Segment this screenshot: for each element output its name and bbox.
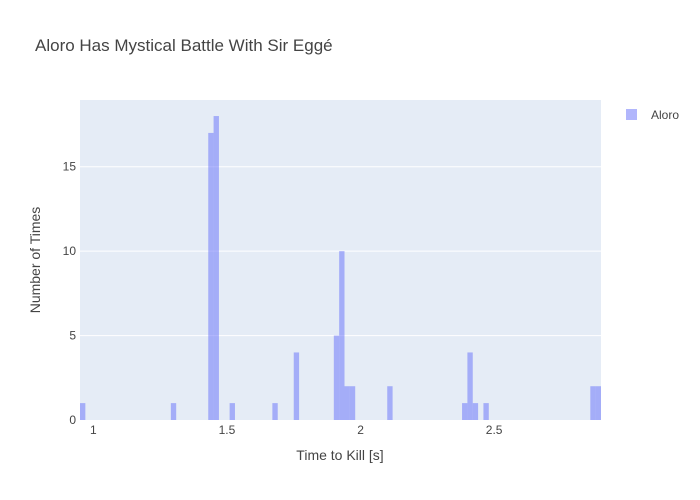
histogram-bar[interactable] [80, 403, 86, 420]
histogram-bar[interactable] [344, 386, 350, 420]
y-tick-label: 0 [69, 413, 76, 427]
histogram-bar[interactable] [462, 403, 468, 420]
histogram-bar[interactable] [595, 386, 601, 420]
histogram-bar[interactable] [483, 403, 489, 420]
histogram-bar[interactable] [293, 352, 300, 420]
x-tick-label: 2 [357, 423, 364, 437]
histogram-bar[interactable] [349, 386, 356, 420]
histogram-bar[interactable] [208, 132, 214, 420]
histogram-bar[interactable] [213, 116, 219, 421]
histogram-bar[interactable] [229, 403, 235, 420]
x-axis-ticks: 1 1.5 2 2.5 [90, 423, 503, 437]
histogram-bar[interactable] [339, 251, 345, 420]
histogram-bar[interactable] [272, 403, 278, 420]
legend[interactable]: Aloro [626, 108, 679, 122]
y-tick-label: 15 [63, 160, 77, 174]
histogram-bar[interactable] [387, 386, 393, 420]
bar-series-aloro [80, 116, 601, 421]
y-tick-label: 10 [63, 244, 77, 258]
histogram-bar[interactable] [590, 386, 596, 420]
x-tick-label: 1.5 [219, 423, 236, 437]
legend-label-aloro[interactable]: Aloro [651, 108, 679, 122]
histogram-bar[interactable] [472, 403, 479, 420]
histogram-bar[interactable] [170, 403, 177, 420]
histogram-bar[interactable] [467, 352, 473, 420]
chart-title: Aloro Has Mystical Battle With Sir Eggé [35, 36, 333, 55]
legend-swatch-aloro[interactable] [626, 109, 637, 120]
x-tick-label: 1 [90, 423, 97, 437]
x-tick-label: 2.5 [486, 423, 503, 437]
histogram-bar[interactable] [333, 335, 340, 420]
x-axis-title: Time to Kill [s] [296, 447, 383, 463]
y-tick-label: 5 [69, 329, 76, 343]
y-axis-ticks: 0 5 10 15 [63, 160, 77, 427]
y-axis-title: Number of Times [27, 207, 43, 314]
